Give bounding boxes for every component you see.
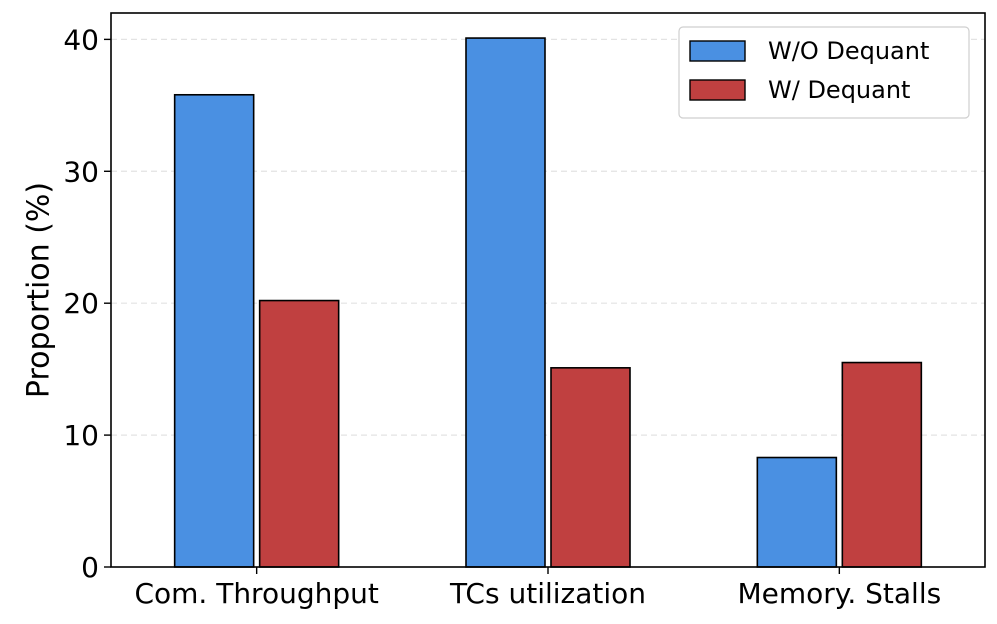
bar-wo-dequant-0: [173, 93, 255, 568]
legend-swatch: [689, 40, 746, 62]
y-tick-label: 30: [63, 155, 99, 188]
y-axis-ticks: 0 10 20 30 40: [63, 23, 111, 584]
bar-w-dequant-0: [258, 299, 340, 568]
y-axis-title: Proportion (%): [22, 182, 57, 398]
bar-w-dequant-2: [841, 361, 923, 568]
y-tick-label: 40: [63, 23, 99, 56]
bar-wo-dequant-2: [756, 456, 838, 568]
legend-box: [678, 26, 970, 119]
y-tick-label: 20: [63, 287, 99, 320]
y-tick-label: 10: [63, 419, 99, 452]
bar-w-dequant-1: [550, 367, 631, 568]
legend-label: W/ Dequant: [768, 76, 910, 104]
legend-swatch: [689, 79, 746, 101]
x-tick-label: Memory. Stalls: [737, 577, 941, 610]
legend: W/O Dequant W/ Dequant: [678, 26, 970, 119]
x-axis-ticks: Com. Throughput TCs utilization Memory. St…: [134, 567, 941, 610]
y-tick-label: 0: [81, 551, 99, 584]
grid-lines: [111, 38, 985, 436]
x-tick-label: Com. Throughput: [134, 577, 378, 610]
bar-wo-dequant-1: [465, 37, 546, 568]
legend-label: W/O Dequant: [768, 37, 929, 65]
x-tick-label: TCs utilization: [449, 577, 646, 610]
